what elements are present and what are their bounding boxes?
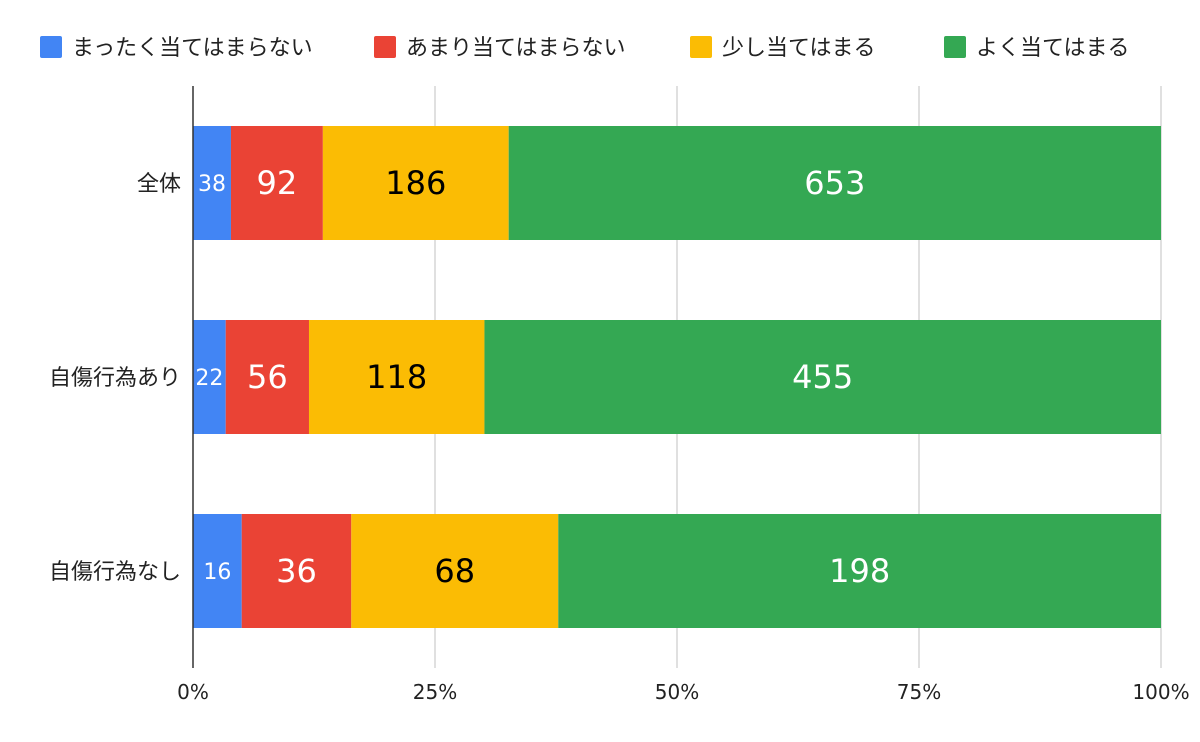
bar-segment: [193, 320, 226, 434]
data-label: 38: [198, 172, 226, 197]
legend-swatch: [374, 36, 396, 58]
x-tick-label: 75%: [897, 680, 941, 704]
bar-segment: [230, 126, 323, 240]
x-tick-label: 100%: [1132, 680, 1189, 704]
x-tick-labels: 0% 25% 50% 75% 100%: [177, 680, 1189, 704]
legend-swatch: [944, 36, 966, 58]
data-label: 56: [247, 358, 288, 396]
data-label: 653: [804, 164, 865, 202]
bar-segment: [193, 514, 242, 628]
category-label: 自傷行為なし: [49, 560, 181, 585]
legend-label: 少し当てはまる: [722, 36, 876, 61]
data-label: 118: [366, 358, 427, 396]
data-label: 36: [276, 552, 317, 590]
bar-segment: [558, 514, 1161, 628]
data-label: 22: [195, 366, 223, 391]
bar-segment: [193, 126, 231, 240]
bar-segment: [322, 126, 509, 240]
legend-swatch: [40, 36, 62, 58]
bar-segment: [484, 320, 1161, 434]
legend-label: あまり当てはまらない: [406, 36, 626, 61]
legend-label: よく当てはまる: [976, 36, 1130, 61]
bar-segment: [225, 320, 309, 434]
bars: 38 92 186 653 22 56 118 455 16 36 68 198: [193, 126, 1161, 628]
legend-swatch: [690, 36, 712, 58]
bar-segment: [508, 126, 1161, 240]
data-label: 16: [203, 560, 231, 585]
x-tick-label: 50%: [655, 680, 699, 704]
legend-label: まったく当てはまらない: [72, 36, 313, 61]
category-label: 全体: [137, 172, 181, 197]
bar-segment: [351, 514, 559, 628]
data-label: 198: [829, 552, 890, 590]
data-label: 455: [792, 358, 853, 396]
data-label: 92: [257, 164, 298, 202]
bar-segment: [241, 514, 352, 628]
data-label: 186: [385, 164, 446, 202]
x-tick-label: 0%: [177, 680, 209, 704]
data-label: 68: [434, 552, 475, 590]
bar-segment: [308, 320, 485, 434]
category-label: 自傷行為あり: [49, 366, 181, 391]
x-tick-label: 25%: [413, 680, 457, 704]
legend: まったく当てはまらない あまり当てはまらない 少し当てはまる よく当てはまる: [40, 36, 1130, 61]
